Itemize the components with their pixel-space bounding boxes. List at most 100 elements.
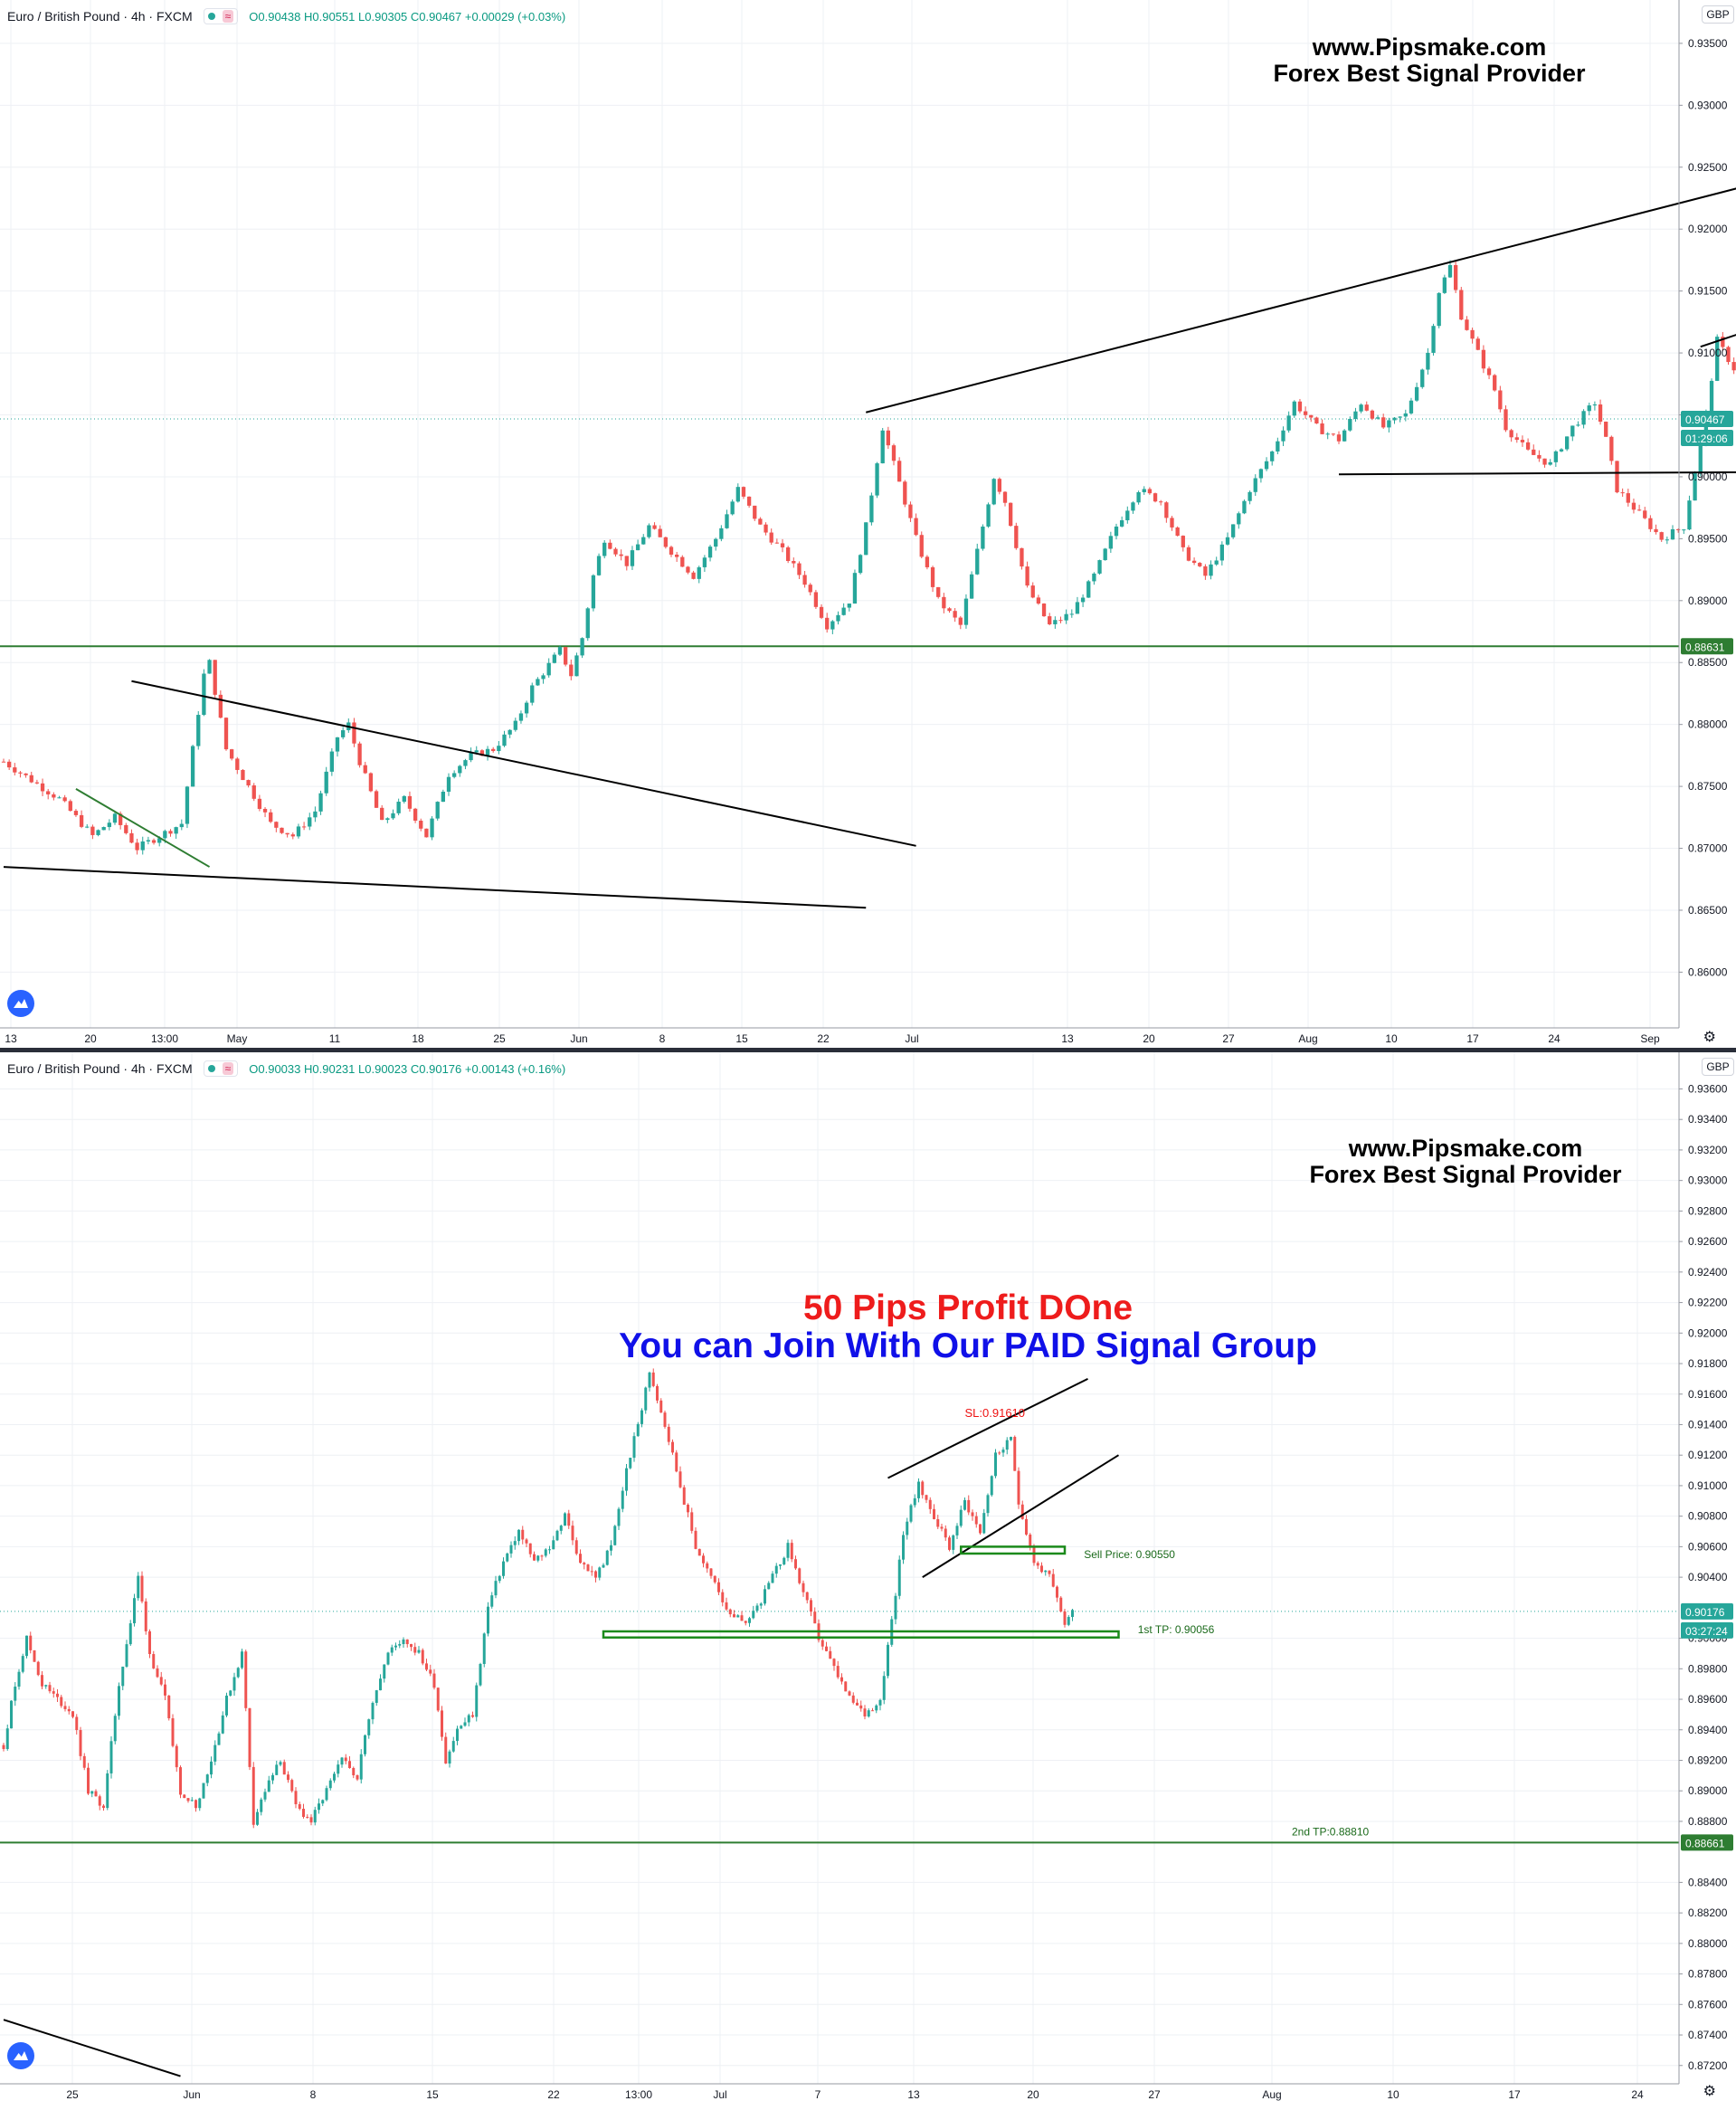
candle-body	[225, 1695, 228, 1716]
price-tick-label: 0.89200	[1688, 1754, 1728, 1766]
candle-body	[456, 1728, 459, 1742]
candle-body	[1693, 471, 1697, 501]
candle-body	[1592, 404, 1598, 406]
price-tick-label: 0.93200	[1688, 1144, 1728, 1156]
chart-canvas-bottom[interactable]: SL:0.91610 Sell Price: 0.90550 1st TP: 0.9…	[0, 1052, 1736, 2101]
candle-body	[821, 1640, 824, 1647]
candle-body	[1056, 1586, 1058, 1598]
price-label-text: 0.88631	[1685, 641, 1725, 653]
symbol-title[interactable]: Euro / British Pound · 4h · FXCM	[7, 9, 193, 24]
candle-body	[324, 771, 328, 794]
candle-body	[10, 1700, 13, 1729]
candle-body	[101, 827, 106, 831]
tradingview-logo-icon[interactable]	[7, 990, 34, 1017]
candle-body	[902, 1535, 905, 1560]
candle-body	[113, 1716, 117, 1742]
candle-body	[34, 782, 40, 784]
time-tick-label: 11	[329, 1032, 341, 1045]
price-tick-label: 0.91400	[1688, 1418, 1728, 1431]
candle-body	[829, 1650, 832, 1659]
candle-body	[552, 1540, 555, 1550]
candle-body	[1059, 1597, 1063, 1611]
candle-body	[294, 1791, 298, 1804]
candle-body	[1387, 420, 1391, 428]
candle-body	[1542, 458, 1547, 465]
candle-body	[60, 1697, 63, 1706]
candle-body	[583, 1563, 586, 1565]
candle-body	[852, 573, 858, 604]
candle-body	[813, 1611, 817, 1624]
candle-body	[783, 1557, 786, 1564]
candle-body	[1048, 1570, 1051, 1574]
price-tick-label: 0.90800	[1688, 1510, 1728, 1523]
tradingview-logo-icon[interactable]	[7, 2042, 34, 2069]
candle-body	[903, 481, 907, 505]
price-tick-label: 0.89500	[1688, 532, 1728, 545]
market-status-pill[interactable]: ≈	[203, 8, 239, 24]
candle-body	[848, 1691, 851, 1696]
candle-body	[1029, 1534, 1032, 1548]
price-tick-label: 0.87000	[1688, 842, 1728, 855]
candle-body	[1364, 404, 1369, 411]
candle-body	[1276, 441, 1280, 452]
candle-body	[967, 1499, 971, 1513]
candle-body	[1191, 560, 1197, 564]
price-tick-label: 0.93000	[1688, 99, 1728, 111]
candle-body	[674, 554, 679, 557]
candle-body	[229, 1690, 232, 1696]
trendline	[866, 187, 1736, 414]
candle-body	[217, 1733, 221, 1745]
candle-body	[175, 1745, 178, 1768]
candle-body	[183, 1794, 186, 1799]
candle-body	[525, 1539, 528, 1544]
trendline	[1700, 334, 1736, 348]
candle-body	[367, 1719, 371, 1735]
price-label-text: 01:29:06	[1685, 433, 1728, 445]
candle-body	[1359, 404, 1363, 412]
candle-body	[33, 1649, 36, 1662]
candle-body	[359, 1754, 363, 1780]
settings-gear-icon[interactable]: ⚙	[1703, 1030, 1716, 1045]
candle-body	[830, 621, 835, 630]
candle-body	[112, 813, 118, 823]
candle-body	[596, 556, 602, 575]
brand-watermark: www.Pipsmake.com Forex Best Signal Provi…	[1239, 1136, 1692, 1188]
candle-body	[1687, 500, 1692, 530]
candle-body	[1336, 434, 1342, 442]
chart-panel-bottom[interactable]: SL:0.91610 Sell Price: 0.90550 1st TP: 0.9…	[0, 1052, 1736, 2101]
candle-body	[557, 647, 563, 655]
candle-body	[29, 775, 33, 783]
candle-body	[580, 638, 584, 656]
candle-body	[746, 496, 752, 506]
candle-body	[769, 532, 773, 543]
candle-body	[867, 1710, 870, 1716]
candle-body	[1063, 1611, 1067, 1625]
currency-badge[interactable]: GBP	[1702, 1058, 1734, 1076]
currency-badge[interactable]: GBP	[1702, 5, 1734, 24]
candle-body	[210, 1761, 213, 1775]
candle-body	[1537, 454, 1542, 459]
candle-body	[390, 1647, 394, 1653]
price-tick-label: 0.91000	[1688, 347, 1728, 359]
candle-body	[1453, 264, 1458, 290]
time-tick-label: 27	[1222, 1032, 1235, 1045]
zone-box	[960, 1545, 1067, 1555]
candle-body	[1020, 547, 1024, 567]
candle-body	[536, 1555, 540, 1561]
price-tick-label: 0.92200	[1688, 1297, 1728, 1309]
settings-gear-icon[interactable]: ⚙	[1703, 2084, 1716, 2099]
candle-body	[44, 1685, 48, 1687]
candle-body	[1014, 526, 1019, 548]
market-status-pill[interactable]: ≈	[203, 1060, 239, 1077]
candle-body	[1504, 409, 1508, 431]
candle-body	[1264, 461, 1269, 470]
symbol-title[interactable]: Euro / British Pound · 4h · FXCM	[7, 1061, 193, 1076]
candle-body	[869, 495, 874, 523]
candle-body	[1626, 493, 1630, 503]
candle-body	[632, 1436, 636, 1459]
candle-body	[1437, 292, 1441, 327]
candle-body	[236, 1668, 240, 1678]
candle-body	[424, 828, 429, 838]
